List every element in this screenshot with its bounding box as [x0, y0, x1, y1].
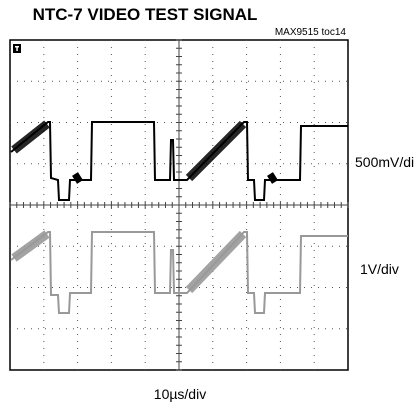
grid [9, 39, 349, 371]
channel-1-noise [72, 172, 83, 184]
channel-1-noise [11, 120, 50, 154]
channel-1-noise [185, 120, 247, 182]
trigger-marker [13, 44, 21, 53]
channel-1-trace [10, 121, 348, 201]
channel-2 [10, 230, 348, 314]
figure-id: MAX9515 toc14 [275, 27, 347, 38]
channel-2-scale: 1V/div [360, 261, 399, 277]
channel-1-noise [267, 172, 278, 184]
channel-2-noise [185, 230, 247, 294]
channel-2-trace [10, 231, 348, 314]
title: NTC-7 VIDEO TEST SIGNAL [33, 5, 258, 24]
time-scale: 10µs/div [154, 386, 206, 402]
channel-1-scale: 500mV/di [355, 154, 414, 170]
channel-2-noise [11, 230, 50, 262]
